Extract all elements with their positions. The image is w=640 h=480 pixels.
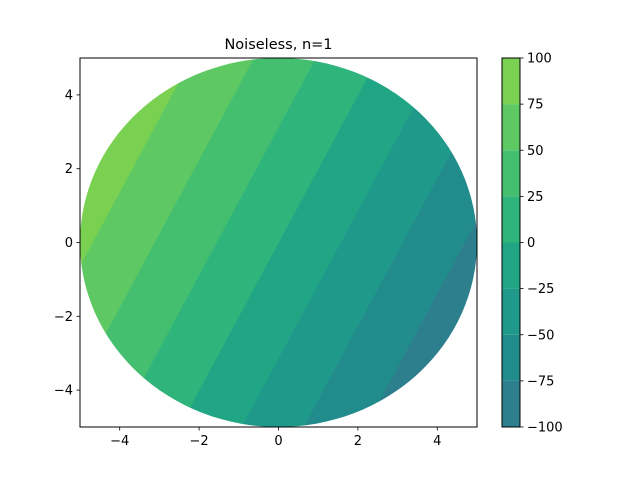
colorbar-tick-label: −100 [527,421,563,436]
colorbar-band [502,242,520,289]
x-tick-label: 0 [274,434,282,449]
chart-title: Noiseless, n=1 [224,37,332,53]
x-tick-label: 2 [354,434,362,449]
colorbar-tick-label: 75 [527,98,544,113]
x-axis: −4 −2 0 2 4 [110,427,441,449]
colorbar-band [502,150,520,197]
x-tick-label: −4 [110,434,129,449]
colorbar-ticks: −100 −75 −50 −25 0 25 50 75 100 [520,52,563,436]
y-tick-label: 4 [65,88,73,103]
y-tick-label: 2 [65,162,73,177]
contour-bands [80,58,477,427]
colorbar-band [502,288,520,335]
contour-band [80,58,255,381]
x-tick-label: 4 [433,434,441,449]
colorbar-bands [502,58,520,427]
y-tick-label: −2 [54,310,73,325]
colorbar-tick-label: 0 [527,236,535,251]
colorbar-band [502,196,520,243]
colorbar-band [502,380,520,427]
x-tick-label: −2 [190,434,209,449]
y-axis: −4 −2 0 2 4 [54,88,80,399]
colorbar-tick-label: −25 [527,282,554,297]
colorbar: −100 −75 −50 −25 0 25 50 75 100 [501,52,563,436]
colorbar-band [502,334,520,381]
y-tick-label: −4 [54,384,73,399]
colorbar-band [502,58,520,105]
colorbar-band [502,104,520,151]
colorbar-tick-label: 25 [527,190,544,205]
contour-band [80,58,317,427]
colorbar-tick-label: 100 [527,52,552,67]
colorbar-tick-label: −50 [527,328,554,343]
colorbar-tick-label: −75 [527,374,554,389]
colorbar-tick-label: 50 [527,144,544,159]
y-tick-label: 0 [65,236,73,251]
